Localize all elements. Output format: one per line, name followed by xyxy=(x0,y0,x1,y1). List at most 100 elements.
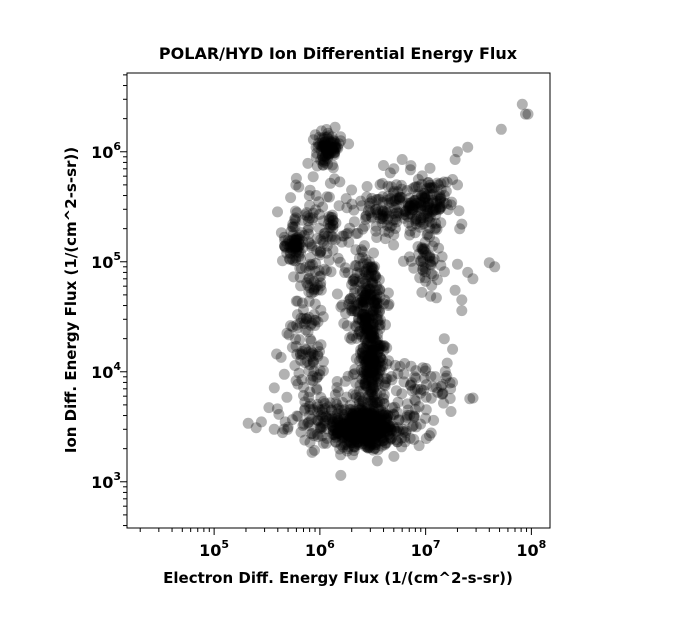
data-point xyxy=(371,280,382,292)
chart-title: POLAR/HYD Ion Differential Energy Flux xyxy=(159,44,518,63)
data-point xyxy=(360,364,372,376)
data-point xyxy=(290,255,301,267)
data-point xyxy=(365,411,377,423)
data-point xyxy=(348,427,360,439)
data-point xyxy=(297,304,309,316)
data-point xyxy=(364,419,376,431)
data-point xyxy=(326,142,338,153)
data-point xyxy=(359,293,371,305)
data-point xyxy=(365,432,377,444)
data-point xyxy=(360,373,372,385)
data-point xyxy=(354,404,366,416)
data-point xyxy=(343,295,355,307)
data-point xyxy=(306,287,318,299)
data-point xyxy=(445,383,457,395)
data-point xyxy=(290,234,302,246)
data-point xyxy=(516,98,528,110)
data-point xyxy=(349,410,361,422)
data-point xyxy=(364,354,376,366)
data-point xyxy=(360,416,372,428)
data-point xyxy=(300,316,312,328)
data-point xyxy=(320,411,332,423)
data-point xyxy=(343,436,355,447)
data-point xyxy=(345,437,357,449)
data-point xyxy=(363,269,375,281)
data-point xyxy=(425,290,437,302)
data-point xyxy=(326,131,338,143)
data-point xyxy=(355,411,367,423)
data-point xyxy=(467,392,479,404)
data-point xyxy=(417,244,429,256)
data-point xyxy=(393,414,405,426)
data-point xyxy=(328,429,339,441)
data-point xyxy=(364,288,376,300)
data-point xyxy=(428,414,440,426)
data-point xyxy=(377,205,389,217)
data-point xyxy=(304,258,316,270)
data-point xyxy=(361,327,372,339)
data-point xyxy=(364,354,376,366)
data-point xyxy=(374,351,386,363)
data-point xyxy=(382,425,394,437)
data-point xyxy=(375,416,387,428)
data-point xyxy=(321,240,333,252)
data-point xyxy=(368,401,380,413)
data-point xyxy=(322,230,334,242)
data-point xyxy=(284,235,296,247)
data-point xyxy=(337,420,349,431)
data-point xyxy=(304,420,315,432)
data-point xyxy=(377,341,389,352)
data-point xyxy=(352,410,364,422)
data-point xyxy=(361,191,373,203)
data-point xyxy=(383,210,394,222)
data-point xyxy=(341,445,353,457)
data-point xyxy=(410,213,422,225)
data-point xyxy=(407,203,419,215)
data-point xyxy=(317,201,329,213)
data-point xyxy=(424,256,436,268)
data-point xyxy=(350,419,362,431)
data-point xyxy=(368,247,379,259)
data-point xyxy=(367,424,379,436)
data-point xyxy=(346,427,358,439)
data-point xyxy=(347,292,359,304)
data-point xyxy=(374,418,386,430)
data-point xyxy=(400,427,412,439)
data-point xyxy=(310,257,322,269)
data-point xyxy=(360,278,372,290)
data-point xyxy=(355,424,367,436)
data-point xyxy=(380,408,392,419)
data-point xyxy=(322,147,334,159)
data-point xyxy=(365,423,377,435)
data-point xyxy=(295,349,306,361)
data-point xyxy=(388,450,400,462)
data-point xyxy=(375,387,386,399)
data-point xyxy=(342,267,354,279)
data-point xyxy=(418,187,430,199)
data-point xyxy=(382,410,394,422)
data-point xyxy=(421,190,433,202)
data-point xyxy=(307,214,319,226)
data-point xyxy=(303,265,315,277)
data-point xyxy=(452,146,463,158)
data-point xyxy=(375,364,387,376)
data-point xyxy=(326,234,338,246)
y-tick-label: 104 xyxy=(91,360,121,382)
data-point xyxy=(358,417,370,429)
data-point xyxy=(304,184,316,196)
data-point xyxy=(255,416,267,428)
data-point xyxy=(319,415,331,427)
data-point xyxy=(419,188,431,200)
data-point xyxy=(312,141,324,153)
data-point xyxy=(354,379,366,391)
data-point xyxy=(369,341,381,352)
data-point xyxy=(357,395,369,407)
data-point xyxy=(347,424,359,436)
data-point xyxy=(294,262,306,274)
data-point xyxy=(356,287,368,299)
data-point xyxy=(313,222,325,234)
data-point xyxy=(341,428,353,440)
data-point xyxy=(369,356,381,368)
data-point xyxy=(366,413,378,425)
data-point xyxy=(351,424,363,436)
